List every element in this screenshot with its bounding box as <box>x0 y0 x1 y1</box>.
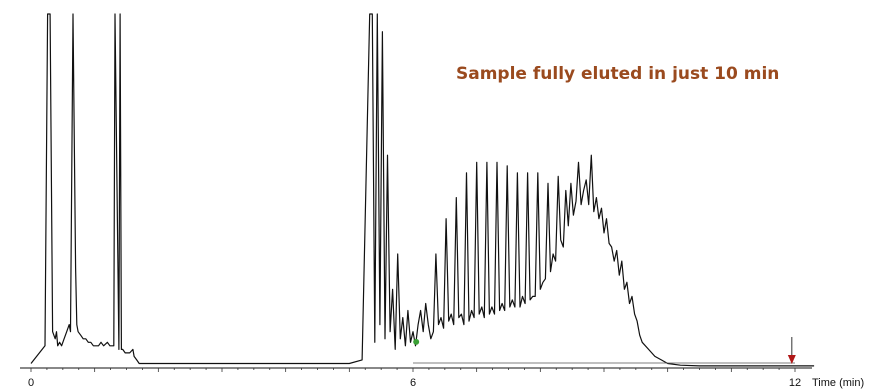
x-tick-label: 0 <box>28 377 34 389</box>
x-axis-label: Time (min) <box>812 377 864 389</box>
peak-marker-point <box>413 338 420 345</box>
elution-annotation: Sample fully eluted in just 10 min <box>456 64 779 84</box>
x-axis-ticks: 0 6 12 <box>28 368 801 389</box>
x-tick-label: 12 <box>789 377 801 389</box>
series-line-0 <box>30 13 815 367</box>
end-marker-arrow <box>787 355 796 364</box>
plot-area <box>30 13 815 367</box>
x-tick-label: 6 <box>410 377 416 389</box>
